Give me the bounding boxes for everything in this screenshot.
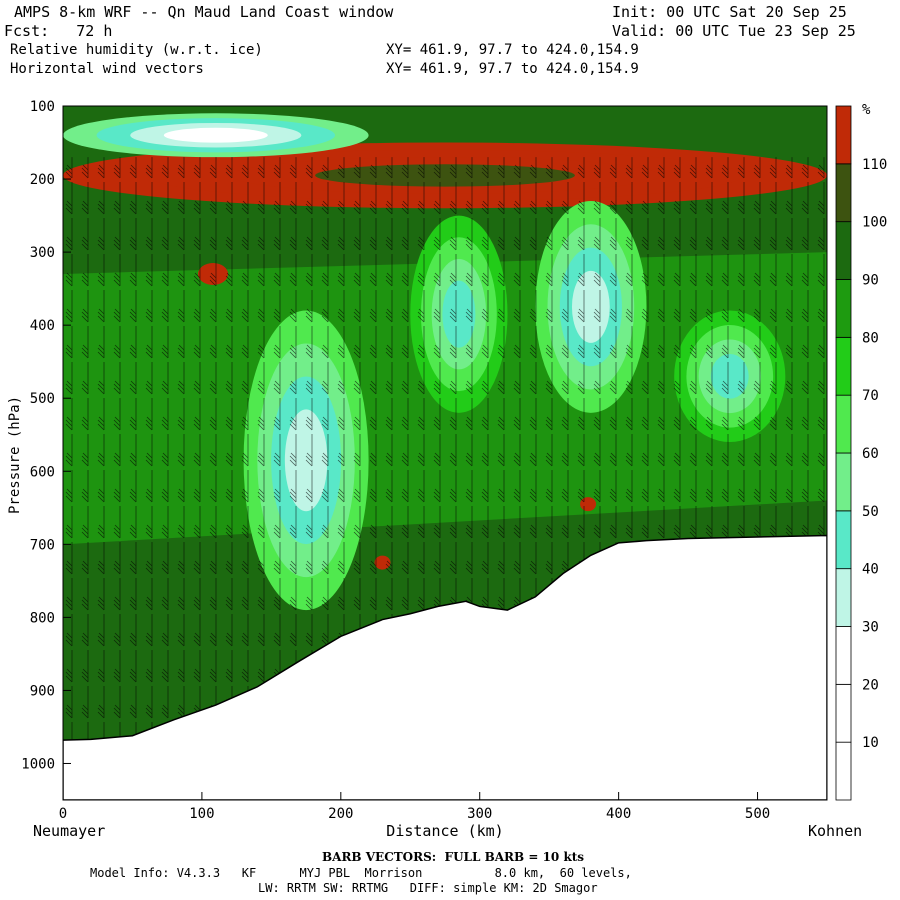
colorbar-unit: % (862, 102, 871, 118)
colorbar-label-100: 100 (862, 215, 887, 231)
colorbar-swatch-2 (835, 626, 852, 685)
colorbar-label-50: 50 (862, 504, 879, 520)
y-tick-label-100: 100 (30, 99, 55, 115)
colorbar-label-80: 80 (862, 330, 879, 346)
xy-range-2: XY= 461.9, 97.7 to 424.0,154.9 (386, 61, 639, 77)
x-left-endpoint-label: Neumayer (33, 822, 105, 840)
x-right-endpoint-label: Kohnen (808, 822, 862, 840)
barb-legend: BARB VECTORS: FULL BARB = 10 kts (322, 850, 585, 864)
colorbar-swatch-3 (835, 568, 852, 627)
field-label-wind: Horizontal wind vectors (10, 61, 204, 77)
y-tick-label-900: 900 (30, 683, 55, 699)
xy-range-1: XY= 461.9, 97.7 to 424.0,154.9 (386, 42, 639, 58)
y-tick-label-500: 500 (30, 391, 55, 407)
colorbar-label-60: 60 (862, 446, 879, 462)
y-tick-label-1000: 1000 (21, 756, 55, 772)
colorbar-swatch-6 (835, 394, 852, 454)
field-label-humidity: Relative humidity (w.r.t. ice) (10, 42, 263, 58)
colorbar-label-10: 10 (862, 735, 879, 751)
colorbar-swatch-10 (835, 163, 852, 223)
x-tick-label-0: 0 (59, 806, 67, 822)
forecast-hour: Fcst: 72 h (4, 22, 113, 40)
x-tick-label-100: 100 (189, 806, 214, 822)
y-tick-label-200: 200 (30, 172, 55, 188)
colorbar-swatch-0 (835, 741, 852, 801)
y-tick-label-300: 300 (30, 245, 55, 261)
colorbar-swatch-1 (835, 683, 852, 743)
y-tick-label-400: 400 (30, 318, 55, 334)
y-tick-label-700: 700 (30, 537, 55, 553)
x-tick-label-400: 400 (606, 806, 631, 822)
cross-section-chart: 100 200 300 400 500 600 700 800 900 1000 0 100 200 30… (7, 99, 887, 840)
x-tick-label-500: 500 (745, 806, 770, 822)
colorbar-swatch-9 (835, 221, 852, 280)
y-tick-label-600: 600 (30, 464, 55, 480)
x-tick-label-300: 300 (467, 806, 492, 822)
colorbar-label-30: 30 (862, 620, 879, 636)
colorbar-swatch-11 (835, 105, 852, 165)
x-axis-label: Distance (km) (386, 822, 503, 840)
valid-time: Valid: 00 UTC Tue 23 Sep 25 (612, 22, 856, 40)
y-axis-label: Pressure (hPa) (7, 396, 23, 514)
colorbar-label-40: 40 (862, 562, 879, 578)
y-tick-label-800: 800 (30, 610, 55, 626)
colorbar-label-70: 70 (862, 388, 879, 404)
terrain-surface (63, 534, 827, 800)
colorbar-swatch-8 (835, 279, 852, 338)
colorbar-label-20: 20 (862, 677, 879, 693)
plot-frame (62, 105, 828, 801)
colorbar-swatch-4 (835, 510, 852, 570)
x-tick-label-200: 200 (328, 806, 353, 822)
model-info-line1: Model Info: V4.3.3 KF MYJ PBL Morrison 8… (90, 866, 632, 880)
colorbar-swatch-5 (835, 452, 852, 512)
colorbar-label-90: 90 (862, 273, 879, 289)
rh-feature-5-ring-3 (163, 127, 268, 143)
chart-title: AMPS 8-km WRF -- Qn Maud Land Coast wind… (14, 3, 394, 21)
colorbar-swatch-7 (835, 336, 852, 396)
init-time: Init: 00 UTC Sat 20 Sep 25 (612, 3, 847, 21)
model-info-line2: LW: RRTM SW: RRTMG DIFF: simple KM: 2D S… (258, 881, 598, 895)
colorbar-label-110: 110 (862, 157, 887, 173)
